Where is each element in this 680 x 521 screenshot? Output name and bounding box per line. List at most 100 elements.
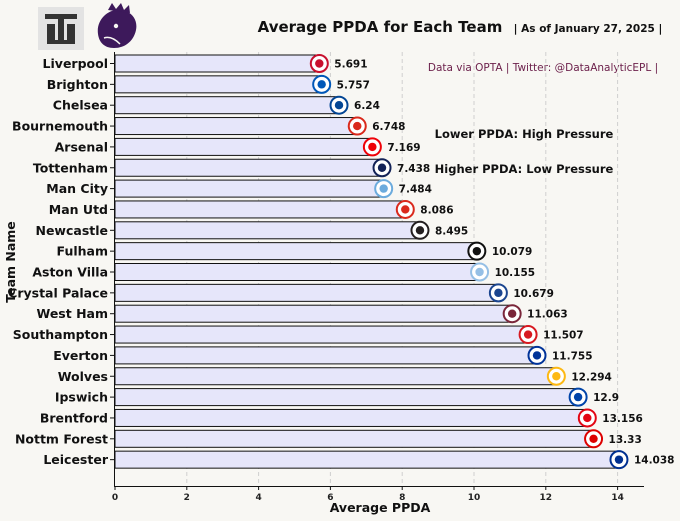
- annotation-low-ppda: Lower PPDA: High Pressure: [435, 127, 614, 141]
- team-label: Brentford: [40, 410, 108, 425]
- value-label: 12.9: [593, 392, 619, 404]
- value-label: 5.757: [337, 79, 370, 91]
- site-logo: [38, 7, 84, 50]
- value-label: 13.156: [602, 413, 643, 425]
- team-badge-icon: [374, 179, 394, 199]
- bar: [114, 96, 340, 115]
- value-label: 7.169: [387, 142, 420, 154]
- bar: [114, 263, 481, 281]
- team-label: Aston Villa: [32, 265, 108, 280]
- team-badge-icon: [372, 158, 392, 178]
- bar: [114, 137, 373, 156]
- team-label: Southampton: [13, 327, 108, 342]
- bar: [114, 450, 620, 469]
- team-label: Newcastle: [35, 223, 108, 238]
- bar: [114, 158, 383, 177]
- team-label: Liverpool: [43, 56, 108, 71]
- team-badge-icon: [395, 199, 415, 219]
- team-badge-icon: [546, 366, 566, 386]
- bar: [114, 429, 595, 448]
- chart-title: Average PPDA for Each Team: [258, 18, 503, 36]
- bar: [114, 221, 421, 240]
- team-label: Chelsea: [53, 98, 108, 113]
- bar: [114, 179, 385, 198]
- team-badge-icon: [312, 74, 332, 94]
- premier-league-lion-logo: [97, 3, 137, 48]
- value-label: 14.038: [634, 455, 675, 467]
- bar: [114, 75, 323, 94]
- team-label: Man City: [46, 181, 108, 196]
- x-tick-label: 4: [255, 493, 261, 503]
- team-label: Wolves: [58, 369, 108, 384]
- team-label: Nottm Forest: [15, 431, 108, 446]
- team-badge-icon: [329, 95, 349, 115]
- team-badge-icon: [362, 137, 382, 157]
- bar: [114, 242, 478, 261]
- x-tick-label: 12: [540, 493, 553, 503]
- x-tick-label: 6: [327, 493, 333, 503]
- chart-date-subtitle: | As of January 27, 2025 |: [514, 23, 663, 35]
- team-badges: [309, 54, 629, 470]
- x-tick-label: 2: [184, 493, 190, 503]
- value-labels: 5.691 5.757 6.24 6.748 7.169 7.438 7.484 8.086 8…: [334, 59, 674, 467]
- team-label: Leicester: [43, 452, 109, 467]
- team-badge-icon: [470, 262, 490, 282]
- team-label: Crystal Palace: [8, 285, 108, 300]
- team-badge-icon: [467, 241, 487, 261]
- y-axis-title: Team Name: [3, 221, 18, 303]
- value-label: 8.495: [435, 225, 468, 237]
- team-badge-icon: [488, 283, 508, 303]
- x-axis-title: Average PPDA: [330, 500, 431, 515]
- bar: [114, 367, 557, 386]
- bar: [114, 304, 513, 323]
- x-tick-label: 0: [112, 493, 118, 503]
- y-axis-team-labels: Liverpool Brighton Chelsea Bournemouth Arsen…: [8, 56, 114, 467]
- team-label: Fulham: [57, 244, 108, 259]
- team-label: Ipswich: [55, 390, 108, 405]
- team-label: West Ham: [36, 306, 108, 321]
- bars-group: [114, 54, 620, 469]
- value-label: 13.33: [609, 434, 642, 446]
- annotation-high-ppda: Higher PPDA: Low Pressure: [435, 162, 614, 176]
- x-axis-ticks: 0 2 4 6 8 10 12 14: [112, 486, 624, 503]
- bar: [114, 408, 588, 427]
- value-label: 10.079: [492, 246, 533, 258]
- team-badge-icon: [584, 429, 604, 449]
- value-label: 12.294: [571, 371, 612, 383]
- value-label: 11.507: [543, 330, 584, 342]
- value-label: 8.086: [420, 204, 453, 216]
- bar: [114, 283, 499, 302]
- bar: [114, 200, 406, 219]
- value-label: 10.679: [513, 288, 554, 300]
- value-label: 5.691: [334, 59, 367, 71]
- team-badge-icon: [309, 54, 329, 73]
- value-label: 7.484: [399, 184, 432, 196]
- bar: [114, 117, 358, 136]
- team-badge-icon: [577, 408, 597, 428]
- team-label: Bournemouth: [12, 119, 108, 134]
- team-label: Man Utd: [49, 202, 108, 217]
- value-label: 11.063: [527, 309, 568, 321]
- team-badge-icon: [527, 345, 547, 365]
- team-badge-icon: [347, 116, 367, 136]
- team-badge-icon: [410, 220, 430, 240]
- team-badge-icon: [518, 325, 538, 345]
- team-badge-icon: [609, 450, 629, 470]
- x-tick-label: 14: [611, 493, 624, 503]
- value-label: 6.748: [372, 121, 405, 133]
- team-label: Tottenham: [33, 160, 108, 175]
- team-badge-icon: [568, 387, 588, 407]
- value-label: 11.755: [552, 350, 593, 362]
- bar: [114, 54, 320, 73]
- bar: [114, 346, 538, 365]
- value-label: 10.155: [495, 267, 536, 279]
- bar: [114, 388, 579, 407]
- x-tick-label: 8: [399, 493, 405, 503]
- value-label: 6.24: [354, 100, 380, 112]
- team-label: Arsenal: [55, 139, 108, 154]
- value-label: 7.438: [397, 163, 430, 175]
- x-tick-label: 10: [468, 493, 481, 503]
- bar: [114, 325, 529, 344]
- data-source-note: Data via OPTA | Twitter: @DataAnalyticEP…: [428, 62, 658, 74]
